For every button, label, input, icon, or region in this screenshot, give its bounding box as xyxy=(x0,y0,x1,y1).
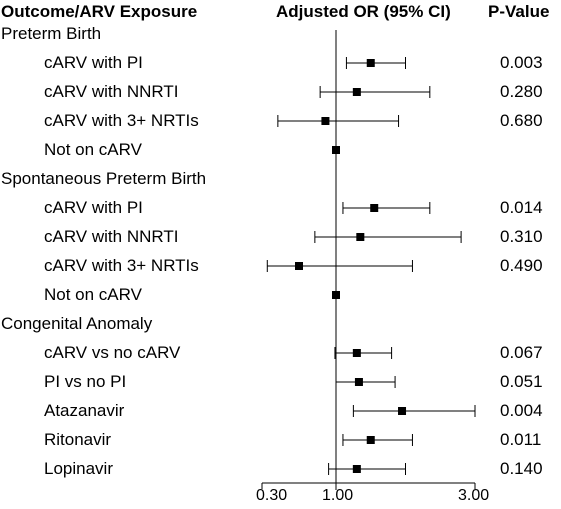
point-estimate xyxy=(352,88,361,96)
point-estimate xyxy=(356,233,365,241)
point-estimate xyxy=(332,146,340,154)
group-label: Congenital Anomaly xyxy=(1,314,153,333)
column-header-outcome: Outcome/ARV Exposure xyxy=(1,2,198,21)
row-label: Not on cARV xyxy=(44,285,142,304)
p-value: 0.280 xyxy=(500,82,543,101)
point-estimate xyxy=(366,59,375,67)
point-estimate xyxy=(398,407,407,415)
p-value: 0.014 xyxy=(500,198,543,217)
row-label: cARV with 3+ NRTIs xyxy=(44,256,199,275)
p-value: 0.140 xyxy=(500,459,543,478)
point-estimate xyxy=(321,117,330,125)
x-tick-label: 1.00 xyxy=(322,487,354,504)
p-value: 0.490 xyxy=(500,256,543,275)
p-value: 0.310 xyxy=(500,227,543,246)
x-tick-label: 3.00 xyxy=(458,487,490,504)
p-value: 0.051 xyxy=(500,372,543,391)
group-label: Spontaneous Preterm Birth xyxy=(1,169,207,188)
column-header-odds-ratio: Adjusted OR (95% CI) xyxy=(276,2,451,21)
row-label: cARV with 3+ NRTIs xyxy=(44,111,199,130)
p-value: 0.004 xyxy=(500,401,543,420)
point-estimate xyxy=(352,349,361,357)
point-estimate xyxy=(332,291,340,299)
p-value: 0.011 xyxy=(500,430,542,449)
point-estimate xyxy=(295,262,303,270)
p-value: 0.067 xyxy=(500,343,543,362)
x-tick-label: 0.30 xyxy=(256,487,288,504)
row-label: Lopinavir xyxy=(44,459,113,478)
point-estimate xyxy=(352,465,361,473)
row-label: PI vs no PI xyxy=(44,372,127,391)
row-label: Not on cARV xyxy=(44,140,142,159)
point-estimate xyxy=(370,204,379,212)
row-label: cARV with PI xyxy=(44,53,143,72)
row-label: cARV with NNRTI xyxy=(44,82,179,101)
point-estimate xyxy=(366,436,375,444)
point-estimate xyxy=(354,378,363,386)
row-label: cARV vs no cARV xyxy=(44,343,181,362)
row-label: Atazanavir xyxy=(44,401,125,420)
row-label: cARV with NNRTI xyxy=(44,227,179,246)
row-label: cARV with PI xyxy=(44,198,143,217)
p-value: 0.003 xyxy=(500,53,543,72)
row-label: Ritonavir xyxy=(44,430,112,449)
group-label: Preterm Birth xyxy=(1,24,102,43)
column-header-p-value: P-Value xyxy=(488,2,550,21)
p-value: 0.680 xyxy=(500,111,543,130)
